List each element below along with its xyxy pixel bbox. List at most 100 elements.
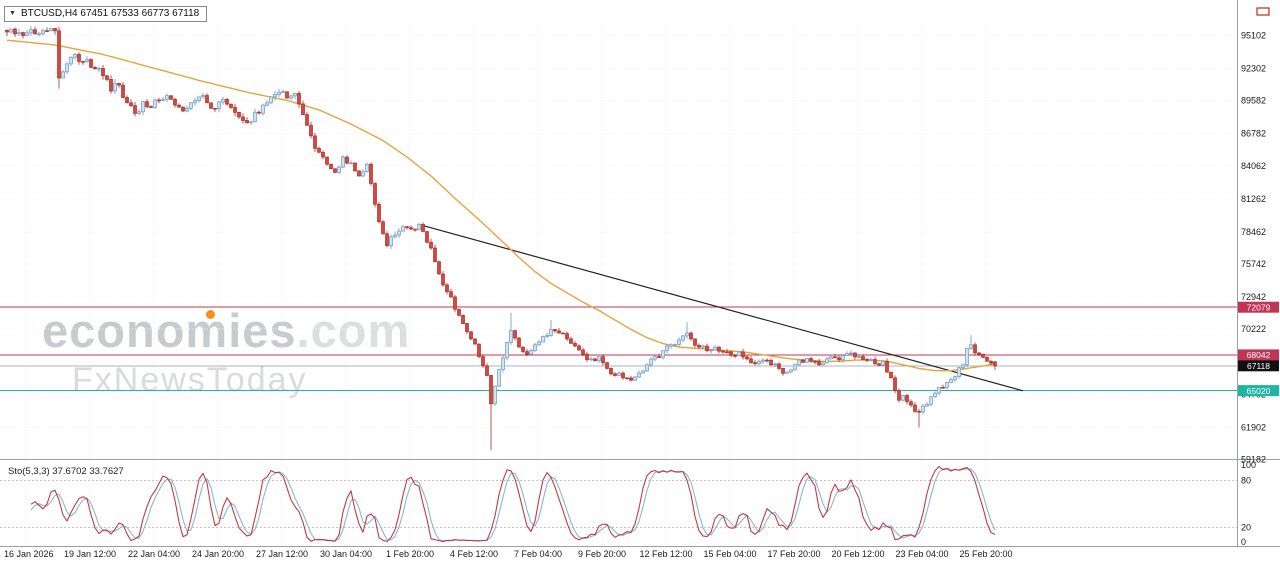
candle-body xyxy=(261,104,265,114)
candle-body xyxy=(209,102,213,109)
candle-body xyxy=(933,392,937,398)
candle-body xyxy=(189,102,193,109)
candle-body xyxy=(585,353,589,360)
descending-trendline[interactable] xyxy=(422,225,1024,392)
candle-body xyxy=(581,349,585,355)
dropdown-triangle-icon[interactable]: ▼ xyxy=(9,10,16,17)
candle-body xyxy=(225,98,229,105)
candle-body xyxy=(805,358,809,363)
candle-body xyxy=(617,372,621,376)
candle-body xyxy=(701,345,705,348)
candle-body xyxy=(149,106,153,108)
candle-body xyxy=(421,224,425,232)
candle-body xyxy=(589,358,593,361)
candle-body xyxy=(377,203,381,223)
candle-body xyxy=(105,75,109,80)
candle-body xyxy=(177,104,181,108)
candle-body xyxy=(749,358,753,363)
price-axis-label: 61902 xyxy=(1241,422,1266,432)
candle-body xyxy=(889,371,893,379)
candle-body xyxy=(865,359,869,361)
candle-body xyxy=(301,103,305,115)
candle-body xyxy=(477,343,481,357)
candle-body xyxy=(97,68,101,70)
candle-body xyxy=(849,352,853,355)
candle-body xyxy=(401,226,405,232)
candle-body xyxy=(729,351,733,356)
candle-body xyxy=(957,367,961,377)
candle-body xyxy=(137,111,141,114)
price-axis-label: 89582 xyxy=(1241,96,1266,106)
time-axis-label: 30 Jan 04:00 xyxy=(320,549,372,559)
candle-body xyxy=(25,32,29,36)
candle-body xyxy=(465,323,469,333)
candle-body xyxy=(17,32,21,35)
candle-body xyxy=(337,166,341,173)
candle-body xyxy=(621,372,625,379)
candle-body xyxy=(297,93,301,105)
candle-body xyxy=(61,71,65,79)
sto-main-line xyxy=(30,465,996,543)
candle-body xyxy=(673,344,677,346)
candle-body xyxy=(365,163,369,173)
candle-body xyxy=(433,247,437,263)
candle-body xyxy=(549,329,553,336)
candle-body xyxy=(245,120,249,124)
candle-body xyxy=(409,227,413,230)
time-axis-label: 25 Feb 20:00 xyxy=(959,549,1012,559)
candle-body xyxy=(577,345,581,351)
sto-scale-label: 100 xyxy=(1241,460,1256,470)
candle-body xyxy=(717,346,721,352)
price-axis-label: 81262 xyxy=(1241,194,1266,204)
candle-body xyxy=(57,30,61,79)
candle-body xyxy=(385,233,389,246)
candle-body xyxy=(329,163,333,170)
candle-body xyxy=(321,152,325,158)
candle-body xyxy=(921,405,925,413)
candle-body xyxy=(373,183,377,205)
price-axis-label: 84062 xyxy=(1241,161,1266,171)
candle-body xyxy=(693,338,697,346)
time-axis-label: 27 Jan 12:00 xyxy=(256,549,308,559)
candle-body xyxy=(361,171,365,177)
candle-body xyxy=(485,365,489,376)
candle-body xyxy=(609,368,613,375)
candle-body xyxy=(757,360,761,365)
candle-body xyxy=(273,94,277,98)
candle-body xyxy=(497,369,501,387)
candle-body xyxy=(509,330,513,343)
candle-body xyxy=(713,346,717,351)
time-axis-label: 12 Feb 12:00 xyxy=(639,549,692,559)
symbol-ohlc-box[interactable]: ▼ BTCUSD,H4 67451 67533 66773 67118 xyxy=(4,6,208,22)
candle-body xyxy=(277,91,281,95)
candle-body xyxy=(681,335,685,341)
candle-body xyxy=(73,54,77,58)
candle-body xyxy=(753,362,757,364)
candle-body xyxy=(937,386,941,394)
candle-body xyxy=(829,356,833,360)
candle-body xyxy=(481,356,485,367)
time-axis-label: 9 Feb 20:00 xyxy=(578,549,626,559)
sto-signal-line xyxy=(30,467,996,542)
time-axis-label: 16 Jan 2026 xyxy=(4,549,54,559)
candle-body xyxy=(425,231,429,243)
candle-body xyxy=(557,330,561,334)
candle-body xyxy=(649,358,653,366)
time-axis-label: 22 Jan 04:00 xyxy=(128,549,180,559)
candle-body xyxy=(353,162,357,172)
candle-body xyxy=(645,364,649,372)
candle-body xyxy=(605,362,609,369)
candle-body xyxy=(629,377,633,381)
candle-body xyxy=(809,358,813,362)
candle-body xyxy=(233,107,237,113)
candle-body xyxy=(469,331,473,340)
candle-body xyxy=(553,329,557,332)
candle-body xyxy=(265,102,269,106)
candle-body xyxy=(785,371,789,374)
candle-body xyxy=(769,360,773,366)
candle-body xyxy=(877,363,881,366)
candle-body xyxy=(369,163,373,184)
candle-body xyxy=(317,147,321,153)
candle-body xyxy=(201,95,205,98)
